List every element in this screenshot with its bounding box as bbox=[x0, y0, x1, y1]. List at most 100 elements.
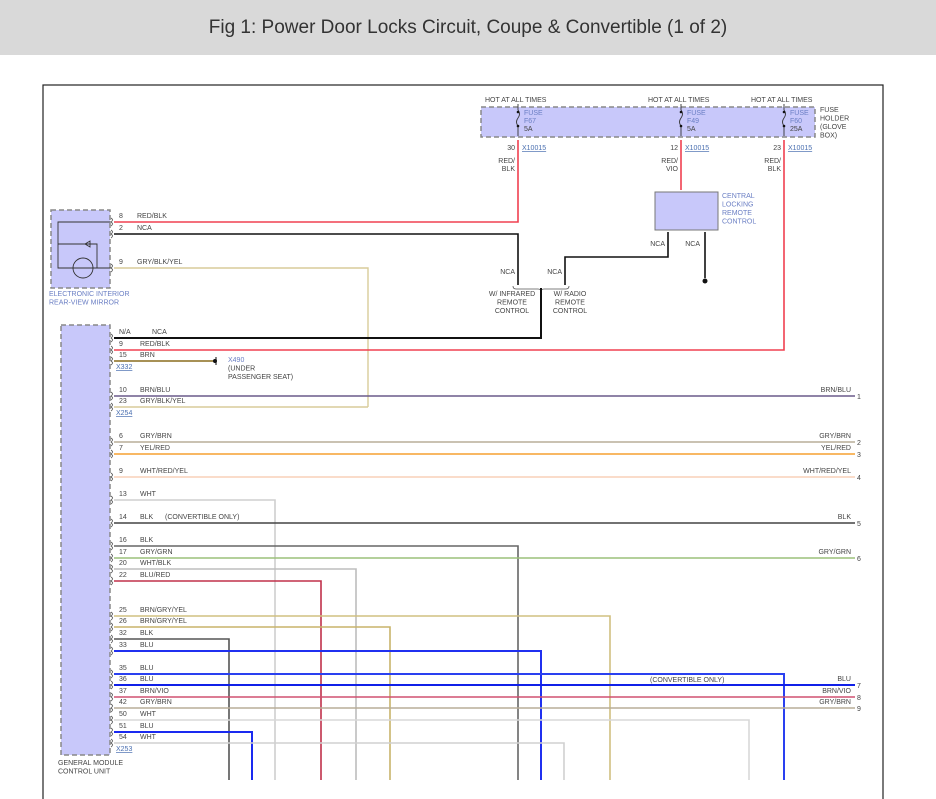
connector-pin-icon bbox=[110, 564, 113, 574]
connector-pin-icon bbox=[110, 437, 113, 447]
connector-x10015: X10015 bbox=[522, 145, 546, 152]
central-locking-label: CENTRAL bbox=[722, 193, 755, 200]
connector-pin-icon bbox=[110, 738, 113, 748]
gmcu-pin: 15 bbox=[119, 352, 127, 359]
connector-pin-icon bbox=[110, 611, 113, 621]
wire-blu bbox=[114, 650, 542, 780]
ground-node bbox=[213, 359, 217, 363]
wire-brn-gry-yel bbox=[114, 626, 391, 780]
gmcu-pin: 25 bbox=[119, 607, 127, 614]
gmcu-pin: 23 bbox=[119, 398, 127, 405]
gmcu-pin: 7 bbox=[119, 445, 123, 452]
gmcu-wire-color: GRY/GRN bbox=[140, 549, 173, 556]
mirror-pin: 2 bbox=[119, 225, 123, 232]
fuse-icon bbox=[782, 104, 786, 136]
gmcu-pin: 13 bbox=[119, 491, 127, 498]
fuse-pin: 23 bbox=[773, 145, 781, 152]
wire-end-label: BLK bbox=[838, 514, 852, 521]
gmcu-pin: 9 bbox=[119, 341, 123, 348]
fuse-icon bbox=[679, 104, 683, 136]
wire-end-pin: 6 bbox=[857, 556, 861, 563]
connector-pin-icon bbox=[110, 333, 113, 343]
fuse-rating: 5A bbox=[687, 126, 696, 133]
wire-end-pin: 8 bbox=[857, 695, 861, 702]
gmcu-wire-color: BLK bbox=[140, 537, 154, 544]
hot-at-all-times-label: HOT AT ALL TIMES bbox=[648, 97, 710, 104]
gmcu-wire-color: BRN/VIO bbox=[140, 688, 169, 695]
gmcu-pin: 32 bbox=[119, 630, 127, 637]
wire-blu bbox=[114, 731, 253, 780]
gmcu-pin: 50 bbox=[119, 711, 127, 718]
connector-x253: X253 bbox=[116, 746, 132, 753]
connector-x254: X254 bbox=[116, 410, 132, 417]
gmcu-pin: 37 bbox=[119, 688, 127, 695]
connector-pin-icon bbox=[110, 634, 113, 644]
wire-end-pin: 4 bbox=[857, 475, 861, 482]
gmcu-wire-color: WHT bbox=[140, 491, 157, 498]
fuse-node bbox=[516, 124, 520, 128]
gmcu-pin: 14 bbox=[119, 514, 127, 521]
wire-end-label: YEL/RED bbox=[821, 445, 851, 452]
gmcu-wire-color: RED/BLK bbox=[140, 341, 170, 348]
fuse-holder-label: BOX) bbox=[820, 133, 837, 140]
gmcu-label: GENERAL MODULE bbox=[58, 760, 123, 767]
wire-blk bbox=[114, 638, 230, 780]
gmcu-pin: 16 bbox=[119, 537, 127, 544]
gmcu-pin: 33 bbox=[119, 642, 127, 649]
wire-end-pin: 5 bbox=[857, 521, 861, 528]
hot-at-all-times-label: HOT AT ALL TIMES bbox=[485, 97, 547, 104]
ground-location-label: (UNDER bbox=[228, 366, 255, 373]
radio-option-label: CONTROL bbox=[553, 308, 587, 315]
gmcu-label: CONTROL UNIT bbox=[58, 769, 111, 776]
gmcu-wire-color: BRN/GRY/YEL bbox=[140, 607, 187, 614]
infrared-option-label: REMOTE bbox=[497, 300, 527, 307]
connector-x332: X332 bbox=[116, 364, 132, 371]
wire-wht bbox=[114, 742, 565, 780]
gmcu-wire-color: BLK bbox=[140, 630, 154, 637]
wire-color-label: RED/ bbox=[661, 158, 678, 165]
wire-wht-blk bbox=[114, 568, 357, 780]
gmcu-pin: 26 bbox=[119, 618, 127, 625]
wire-red-blk bbox=[114, 140, 785, 351]
fuse-holder-label: FUSE bbox=[820, 107, 839, 114]
infrared-option-label: CONTROL bbox=[495, 308, 529, 315]
wire-nca bbox=[114, 233, 519, 285]
gmcu-wire-color: GRY/BRN bbox=[140, 433, 172, 440]
fuse-rating: 5A bbox=[524, 126, 533, 133]
gmcu-pin: 22 bbox=[119, 572, 127, 579]
radio-option-label: REMOTE bbox=[555, 300, 585, 307]
wire-color-label: RED/ bbox=[498, 158, 515, 165]
central-locking-label: REMOTE bbox=[722, 210, 752, 217]
connector-pin-icon bbox=[110, 449, 113, 459]
mirror-pin: 8 bbox=[119, 213, 123, 220]
mirror-wire-color: NCA bbox=[137, 225, 152, 232]
mirror-label: ELECTRONIC INTERIOR bbox=[49, 291, 130, 298]
mirror-wire-color: RED/BLK bbox=[137, 213, 167, 220]
connector-pin-icon bbox=[110, 692, 113, 702]
figure-title-bar: Fig 1: Power Door Locks Circuit, Coupe &… bbox=[0, 0, 936, 55]
connector-pin-icon bbox=[110, 217, 113, 227]
fuse-id: F67 bbox=[524, 118, 536, 125]
gmcu-pin: 35 bbox=[119, 665, 127, 672]
connector-pin-icon bbox=[110, 263, 113, 273]
fuse-name: FUSE bbox=[687, 110, 706, 117]
connector-pin-icon bbox=[110, 356, 113, 366]
wire-wht bbox=[114, 499, 276, 780]
nca-label: NCA bbox=[547, 269, 562, 276]
hot-at-all-times-label: HOT AT ALL TIMES bbox=[751, 97, 813, 104]
mirror-pin: 9 bbox=[119, 259, 123, 266]
connector-pin-icon bbox=[110, 727, 113, 737]
wire-color-label: VIO bbox=[666, 166, 679, 173]
convertible-note: (CONVERTIBLE ONLY) bbox=[165, 514, 239, 521]
central-locking-label: CONTROL bbox=[722, 219, 756, 226]
gmcu-wire-color: BLK bbox=[140, 514, 154, 521]
connector-pin-icon bbox=[110, 402, 113, 412]
gmcu-pin: 6 bbox=[119, 433, 123, 440]
central-locking-label: LOCKING bbox=[722, 202, 754, 209]
gmcu-box bbox=[60, 324, 111, 756]
gmcu-wire-color: BLU/RED bbox=[140, 572, 170, 579]
connector-pin-icon bbox=[110, 391, 113, 401]
connector-pin-icon bbox=[110, 680, 113, 690]
fuse-pin: 12 bbox=[670, 145, 678, 152]
gmcu-wire-color: YEL/RED bbox=[140, 445, 170, 452]
